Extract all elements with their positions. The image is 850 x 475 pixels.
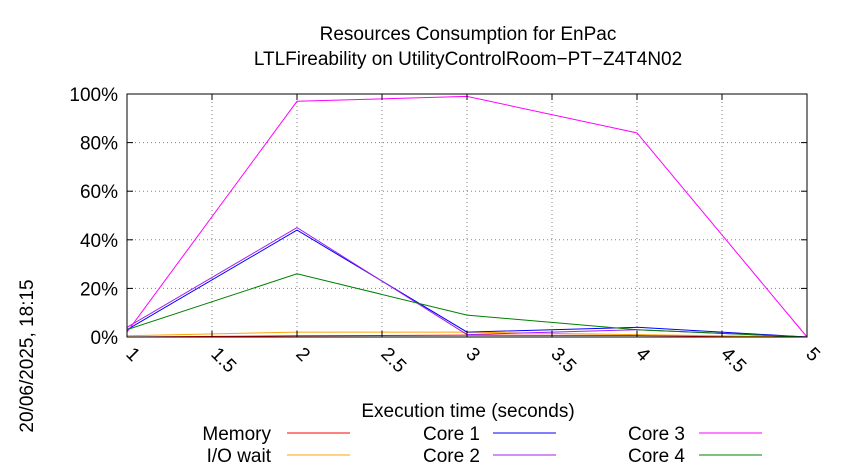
x-tick-label: 4 xyxy=(631,344,654,367)
x-tick-label: 1 xyxy=(121,344,143,366)
y-tick-label: 100% xyxy=(69,85,118,106)
legend-entry: Core 2 xyxy=(423,446,556,467)
timestamp-label: 20/06/2025, 18:15 xyxy=(17,279,38,432)
grid-lines xyxy=(127,94,807,337)
x-tick-label: 4.5 xyxy=(716,344,750,378)
x-tick-label: 1.5 xyxy=(206,344,240,378)
x-tick-label: 2.5 xyxy=(376,344,410,378)
chart-title-line2: LTLFireability on UtilityControlRoom−PT−… xyxy=(254,49,682,70)
legend-entry: Memory xyxy=(202,424,350,445)
x-tick-label: 5 xyxy=(801,344,823,366)
legend-label: Memory xyxy=(202,424,271,445)
x-tick-label: 3 xyxy=(461,344,483,366)
legend-entry: Core 3 xyxy=(628,424,762,445)
series-lines xyxy=(126,95,808,338)
legend-label: I/O wait xyxy=(207,446,272,467)
y-tick-label: 0% xyxy=(91,328,119,349)
series-line-core-4 xyxy=(126,273,808,338)
legend-label: Core 3 xyxy=(628,424,685,445)
x-tick-label: 2 xyxy=(291,344,313,366)
legend-entry: Core 4 xyxy=(628,446,762,467)
y-tick-label: 80% xyxy=(80,134,118,155)
y-tick-label: 60% xyxy=(80,182,118,203)
legend-label: Core 2 xyxy=(423,446,480,467)
series-line-core-3 xyxy=(126,95,808,338)
y-tick-label: 40% xyxy=(80,231,118,252)
legend-entry: Core 1 xyxy=(423,424,556,445)
x-axis-label: Execution time (seconds) xyxy=(361,401,574,422)
axis-ticks: 0% 20% 40% 60% 80% 100% 1 1.5 2 2.5 3 3.5 4 4.5 5 xyxy=(69,85,823,377)
y-tick-label: 20% xyxy=(80,279,118,300)
x-tick-label: 3.5 xyxy=(546,344,580,378)
legend-label: Core 1 xyxy=(423,424,480,445)
legend-entry: I/O wait xyxy=(207,446,350,467)
chart-title-line1: Resources Consumption for EnPac xyxy=(320,24,617,45)
legend-label: Core 4 xyxy=(628,446,685,467)
